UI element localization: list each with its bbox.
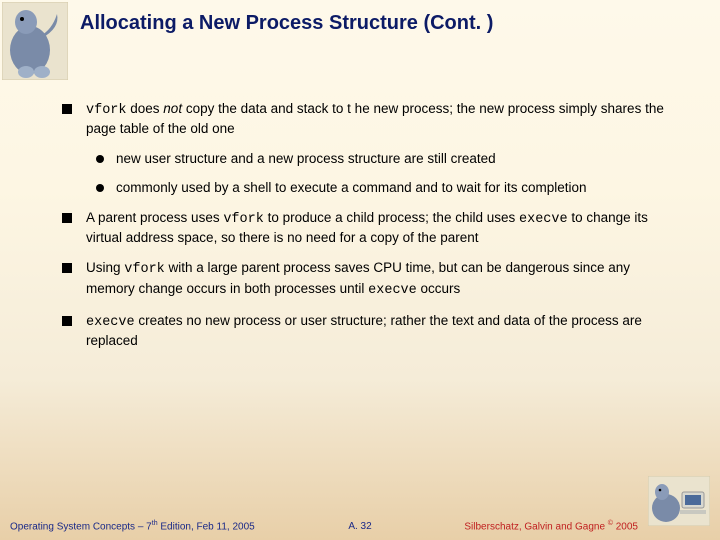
- sub-bullet-item: commonly used by a shell to execute a co…: [96, 179, 680, 197]
- sub-bullet-list: new user structure and a new process str…: [96, 150, 680, 196]
- bullet-item: Using vfork with a large parent process …: [62, 259, 680, 299]
- bullet-item: A parent process uses vfork to produce a…: [62, 209, 680, 247]
- slide-title: Allocating a New Process Structure (Cont…: [80, 12, 700, 35]
- footer-left: Operating System Concepts – 7th Edition,…: [10, 520, 255, 532]
- bullet-text: A parent process uses vfork to produce a…: [86, 209, 680, 247]
- sub-bullet-text: commonly used by a shell to execute a co…: [116, 179, 586, 197]
- round-bullet-icon: [96, 184, 104, 192]
- sub-bullet-text: new user structure and a new process str…: [116, 150, 496, 168]
- square-bullet-icon: [62, 104, 72, 114]
- slide-footer: Operating System Concepts – 7th Edition,…: [10, 520, 710, 532]
- bullet-text: Using vfork with a large parent process …: [86, 259, 680, 299]
- sub-bullet-item: new user structure and a new process str…: [96, 150, 680, 168]
- bullet-item: execve creates no new process or user st…: [62, 312, 680, 350]
- square-bullet-icon: [62, 263, 72, 273]
- slide-body: vfork does not copy the data and stack t…: [62, 100, 680, 362]
- dino-bottom-icon: [648, 476, 710, 526]
- square-bullet-icon: [62, 316, 72, 326]
- footer-page-number: A. 32: [348, 521, 371, 532]
- round-bullet-icon: [96, 155, 104, 163]
- bullet-text: execve creates no new process or user st…: [86, 312, 680, 350]
- footer-right: Silberschatz, Galvin and Gagne © 2005: [464, 520, 638, 532]
- bullet-item: vfork does not copy the data and stack t…: [62, 100, 680, 138]
- dino-top-icon: [2, 2, 68, 80]
- bullet-text: vfork does not copy the data and stack t…: [86, 100, 680, 138]
- square-bullet-icon: [62, 213, 72, 223]
